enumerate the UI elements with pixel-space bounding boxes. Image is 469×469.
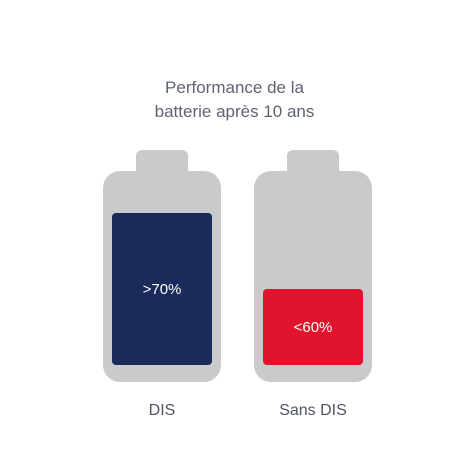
battery-sans-dis: <60% [254,150,372,382]
battery-dis: >70% [103,150,221,382]
title-line-2: batterie après 10 ans [154,102,315,121]
battery-shell: <60% [254,171,372,382]
battery-charge-level: <60% [263,289,363,365]
battery-value: <60% [293,318,333,336]
battery-terminal [136,150,188,171]
battery-terminal [287,150,339,171]
battery-value: >70% [142,280,182,298]
battery-charge-level: >70% [112,213,212,365]
diagram-title: Performance de la batterie après 10 ans [0,76,469,124]
battery-label-dis: DIS [148,402,176,419]
battery-shell: >70% [103,171,221,382]
battery-label-sans-dis: Sans DIS [279,402,347,419]
title-line-1: Performance de la [165,78,304,97]
